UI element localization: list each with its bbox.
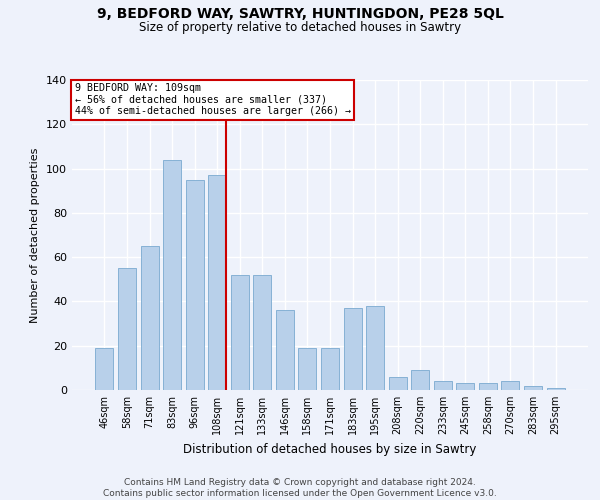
Bar: [253, 275, 271, 390]
Bar: [208, 175, 226, 390]
Y-axis label: Number of detached properties: Number of detached properties: [31, 148, 40, 322]
Bar: [298, 348, 316, 390]
Text: Contains HM Land Registry data © Crown copyright and database right 2024.
Contai: Contains HM Land Registry data © Crown c…: [103, 478, 497, 498]
Bar: [502, 381, 520, 390]
Bar: [524, 386, 542, 390]
Bar: [231, 275, 249, 390]
Bar: [185, 180, 204, 390]
Bar: [321, 348, 339, 390]
Text: 9 BEDFORD WAY: 109sqm
← 56% of detached houses are smaller (337)
44% of semi-det: 9 BEDFORD WAY: 109sqm ← 56% of detached …: [74, 83, 350, 116]
Bar: [434, 381, 452, 390]
Bar: [366, 306, 384, 390]
Bar: [411, 370, 429, 390]
Text: Size of property relative to detached houses in Sawtry: Size of property relative to detached ho…: [139, 21, 461, 34]
Bar: [344, 308, 362, 390]
Bar: [118, 268, 136, 390]
Bar: [547, 388, 565, 390]
Bar: [276, 310, 294, 390]
Bar: [456, 384, 475, 390]
Text: 9, BEDFORD WAY, SAWTRY, HUNTINGDON, PE28 5QL: 9, BEDFORD WAY, SAWTRY, HUNTINGDON, PE28…: [97, 8, 503, 22]
Bar: [479, 384, 497, 390]
Bar: [389, 376, 407, 390]
Bar: [95, 348, 113, 390]
Bar: [163, 160, 181, 390]
Bar: [140, 246, 158, 390]
Text: Distribution of detached houses by size in Sawtry: Distribution of detached houses by size …: [184, 442, 476, 456]
